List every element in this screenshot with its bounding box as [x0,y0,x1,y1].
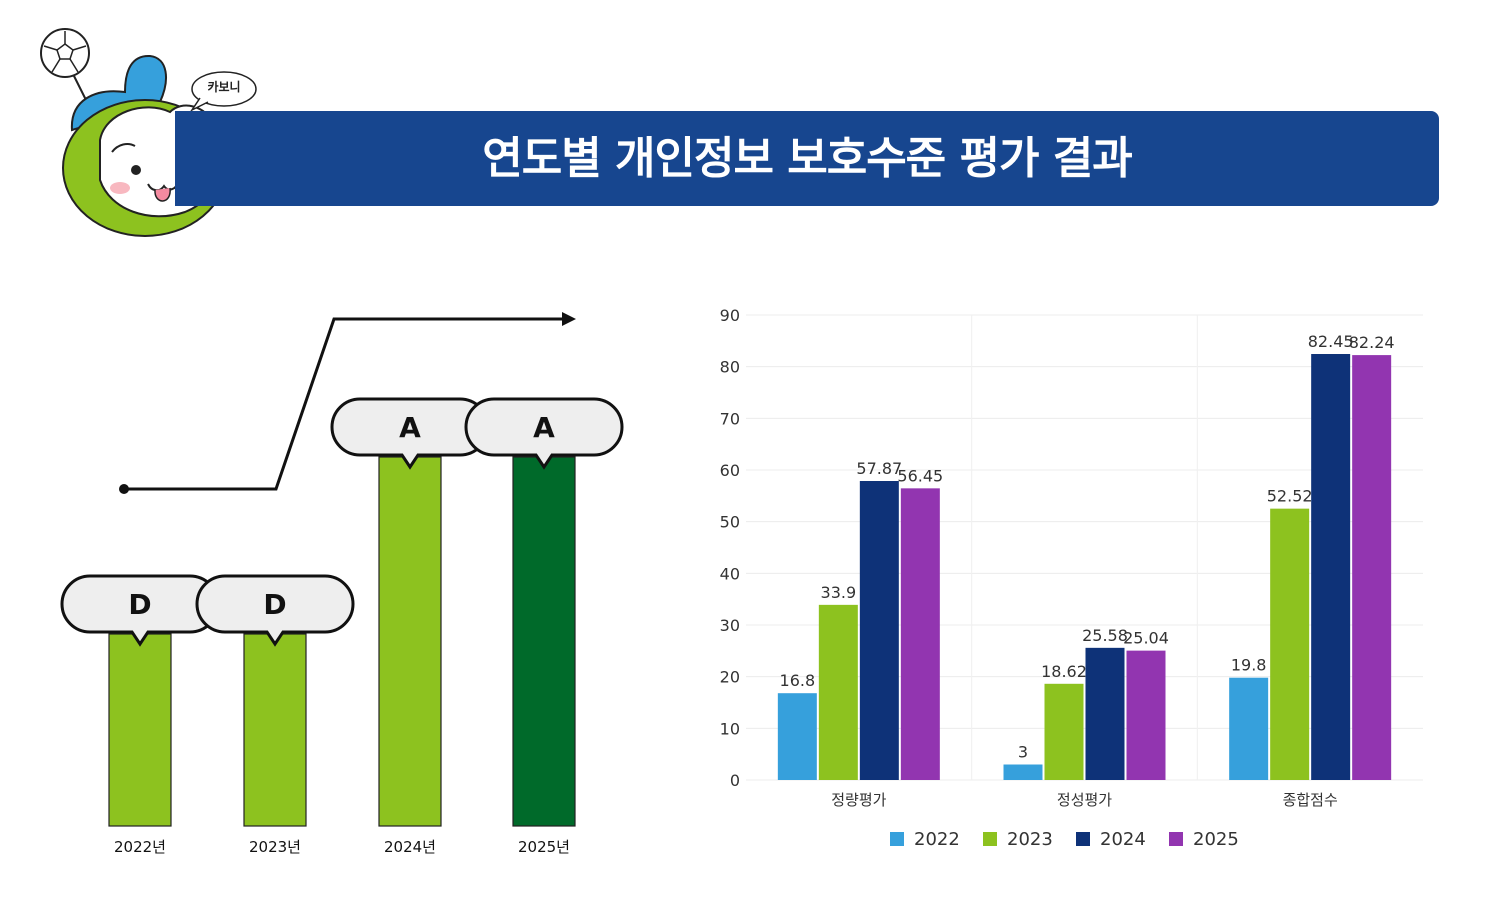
legend-label: 2025 [1193,829,1239,850]
score-bar [1229,677,1269,780]
grade-label: D [263,588,286,621]
score-bar [1270,508,1310,780]
y-tick-label: 60 [720,461,740,480]
legend-swatch [1076,832,1090,846]
x-category-label: 정성평가 [1057,791,1112,809]
data-label: 82.24 [1349,333,1395,352]
grade-label: D [128,588,151,621]
y-tick-label: 50 [720,513,740,532]
year-label: 2024년 [384,838,436,856]
grade-label: A [399,411,421,444]
score-bar [859,481,899,780]
year-label: 2025년 [518,838,570,856]
soccer-ball-icon [40,28,90,78]
data-label: 25.04 [1123,629,1169,648]
data-label: 16.8 [780,671,816,690]
data-label: 52.52 [1267,487,1313,506]
grade-bar [512,456,576,827]
x-category-label: 정량평가 [831,791,886,809]
data-label: 57.87 [856,459,902,478]
legend-swatch [983,832,997,846]
arrow-right-icon [562,312,576,326]
score-bar [1126,650,1166,780]
data-label: 33.9 [821,583,857,602]
trend-start-dot [119,484,129,494]
score-bar [1044,683,1084,780]
year-label: 2022년 [114,838,166,856]
score-bar [818,604,858,780]
data-label: 19.8 [1231,656,1267,675]
y-tick-label: 0 [730,771,740,790]
y-tick-label: 20 [720,668,740,687]
y-tick-label: 70 [720,409,740,428]
score-bar [1311,354,1351,780]
page-title: 연도별 개인정보 보호수준 평가 결과 [482,133,1132,184]
legend-swatch [890,832,904,846]
legend-swatch [1169,832,1183,846]
grade-step-chart: D 2022년 D 2023년 A 2024년 A 2025년 [60,312,624,856]
y-tick-label: 90 [720,306,740,325]
year-label: 2023년 [249,838,301,856]
legend-label: 2024 [1100,829,1146,850]
grade-bar [378,456,442,827]
score-bar [1085,647,1125,780]
grade-bubble [195,574,355,647]
data-label: 82.45 [1308,332,1354,351]
y-tick-label: 30 [720,616,740,635]
y-tick-label: 40 [720,564,740,583]
speech-bubble [189,71,257,112]
grade-bubble [464,397,624,470]
data-label: 56.45 [897,466,943,485]
grade-bar [108,633,172,827]
legend-label: 2022 [914,829,960,850]
y-tick-label: 80 [720,358,740,377]
data-label: 3 [1018,743,1028,762]
legend-label: 2023 [1007,829,1053,850]
grade-label: A [533,411,555,444]
trend-line [124,317,565,491]
score-bar [1352,355,1392,780]
title-banner [175,111,1439,206]
data-label: 25.58 [1082,626,1128,645]
score-bar [777,693,817,780]
score-bar [900,488,940,780]
score-bar [1003,764,1043,780]
mascot-name-label: 카보니 [207,80,241,94]
x-category-label: 종합점수 [1283,791,1338,809]
data-label: 18.62 [1041,662,1087,681]
y-tick-label: 10 [720,719,740,738]
grade-bar [243,633,307,827]
